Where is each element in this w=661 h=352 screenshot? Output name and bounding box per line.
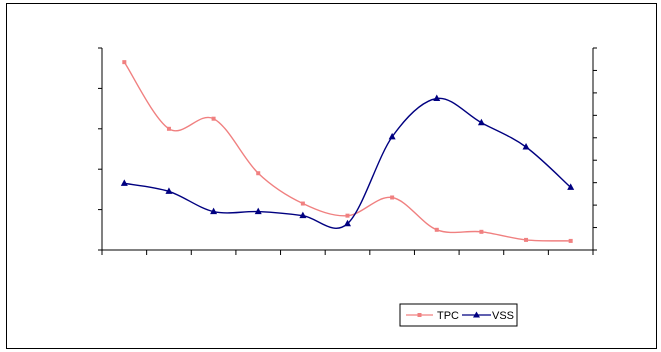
data-point-tpc [435, 228, 439, 232]
data-point-vss [121, 179, 128, 186]
chart-canvas: TPC VSS [7, 4, 658, 350]
legend-label-tpc: TPC [437, 310, 459, 322]
series-line-vss [124, 98, 570, 228]
data-point-tpc [301, 202, 305, 206]
data-point-tpc [167, 127, 171, 131]
chart-area: TPC VSS [6, 3, 657, 349]
data-point-vss [523, 143, 530, 150]
data-point-tpc [122, 60, 126, 64]
data-point-tpc [390, 195, 394, 199]
data-point-tpc [569, 239, 573, 243]
legend-marker-tpc [418, 313, 422, 317]
data-point-tpc [479, 230, 483, 234]
data-point-tpc [346, 214, 350, 218]
legend: TPC VSS [400, 304, 517, 326]
legend-label-vss: VSS [492, 310, 514, 322]
data-point-tpc [524, 238, 528, 242]
data-point-tpc [212, 117, 216, 121]
data-point-tpc [256, 171, 260, 175]
series-layer [121, 60, 574, 243]
